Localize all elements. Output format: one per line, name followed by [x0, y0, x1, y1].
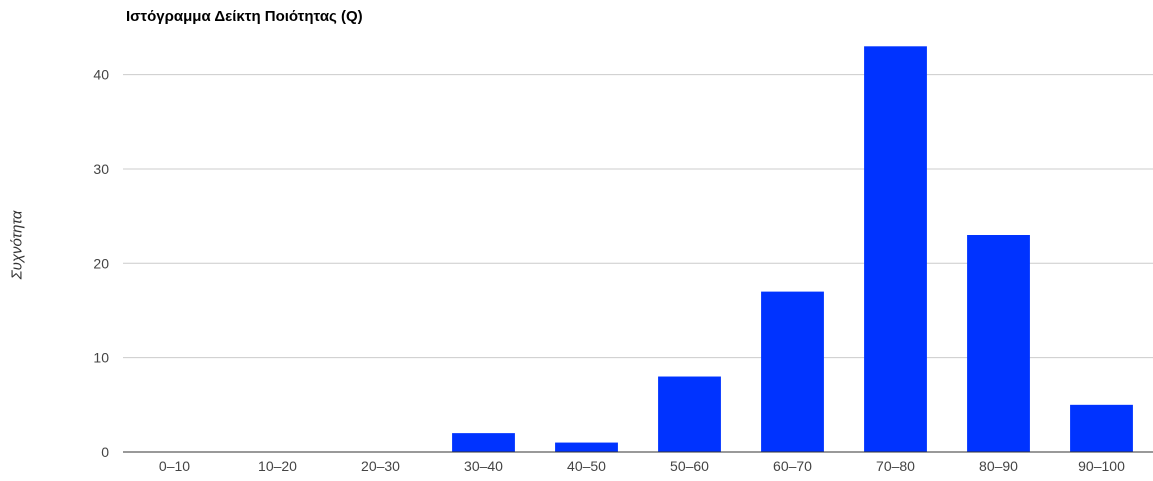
- y-tick-label: 10: [93, 350, 109, 366]
- x-tick-label: 30–40: [464, 458, 503, 474]
- x-tick-label: 20–30: [361, 458, 400, 474]
- bar: [761, 291, 824, 452]
- bar: [452, 433, 515, 452]
- x-tick-label: 60–70: [773, 458, 812, 474]
- y-tick-label: 0: [101, 444, 109, 460]
- x-tick-label: 90–100: [1078, 458, 1125, 474]
- x-tick-label: 10–20: [258, 458, 297, 474]
- x-tick-label: 80–90: [979, 458, 1018, 474]
- x-tick-label: 50–60: [670, 458, 709, 474]
- bar: [555, 442, 618, 452]
- bar: [864, 46, 927, 452]
- x-tick-label: 0–10: [159, 458, 190, 474]
- bar: [967, 235, 1030, 452]
- y-tick-label: 20: [93, 255, 109, 271]
- x-tick-label: 40–50: [567, 458, 606, 474]
- y-tick-label: 30: [93, 161, 109, 177]
- y-tick-label: 40: [93, 67, 109, 83]
- bar: [658, 376, 721, 452]
- x-tick-label: 70–80: [876, 458, 915, 474]
- bar: [1070, 404, 1133, 452]
- chart-title: Ιστόγραμμα Δείκτη Ποιότητας (Q): [126, 8, 363, 25]
